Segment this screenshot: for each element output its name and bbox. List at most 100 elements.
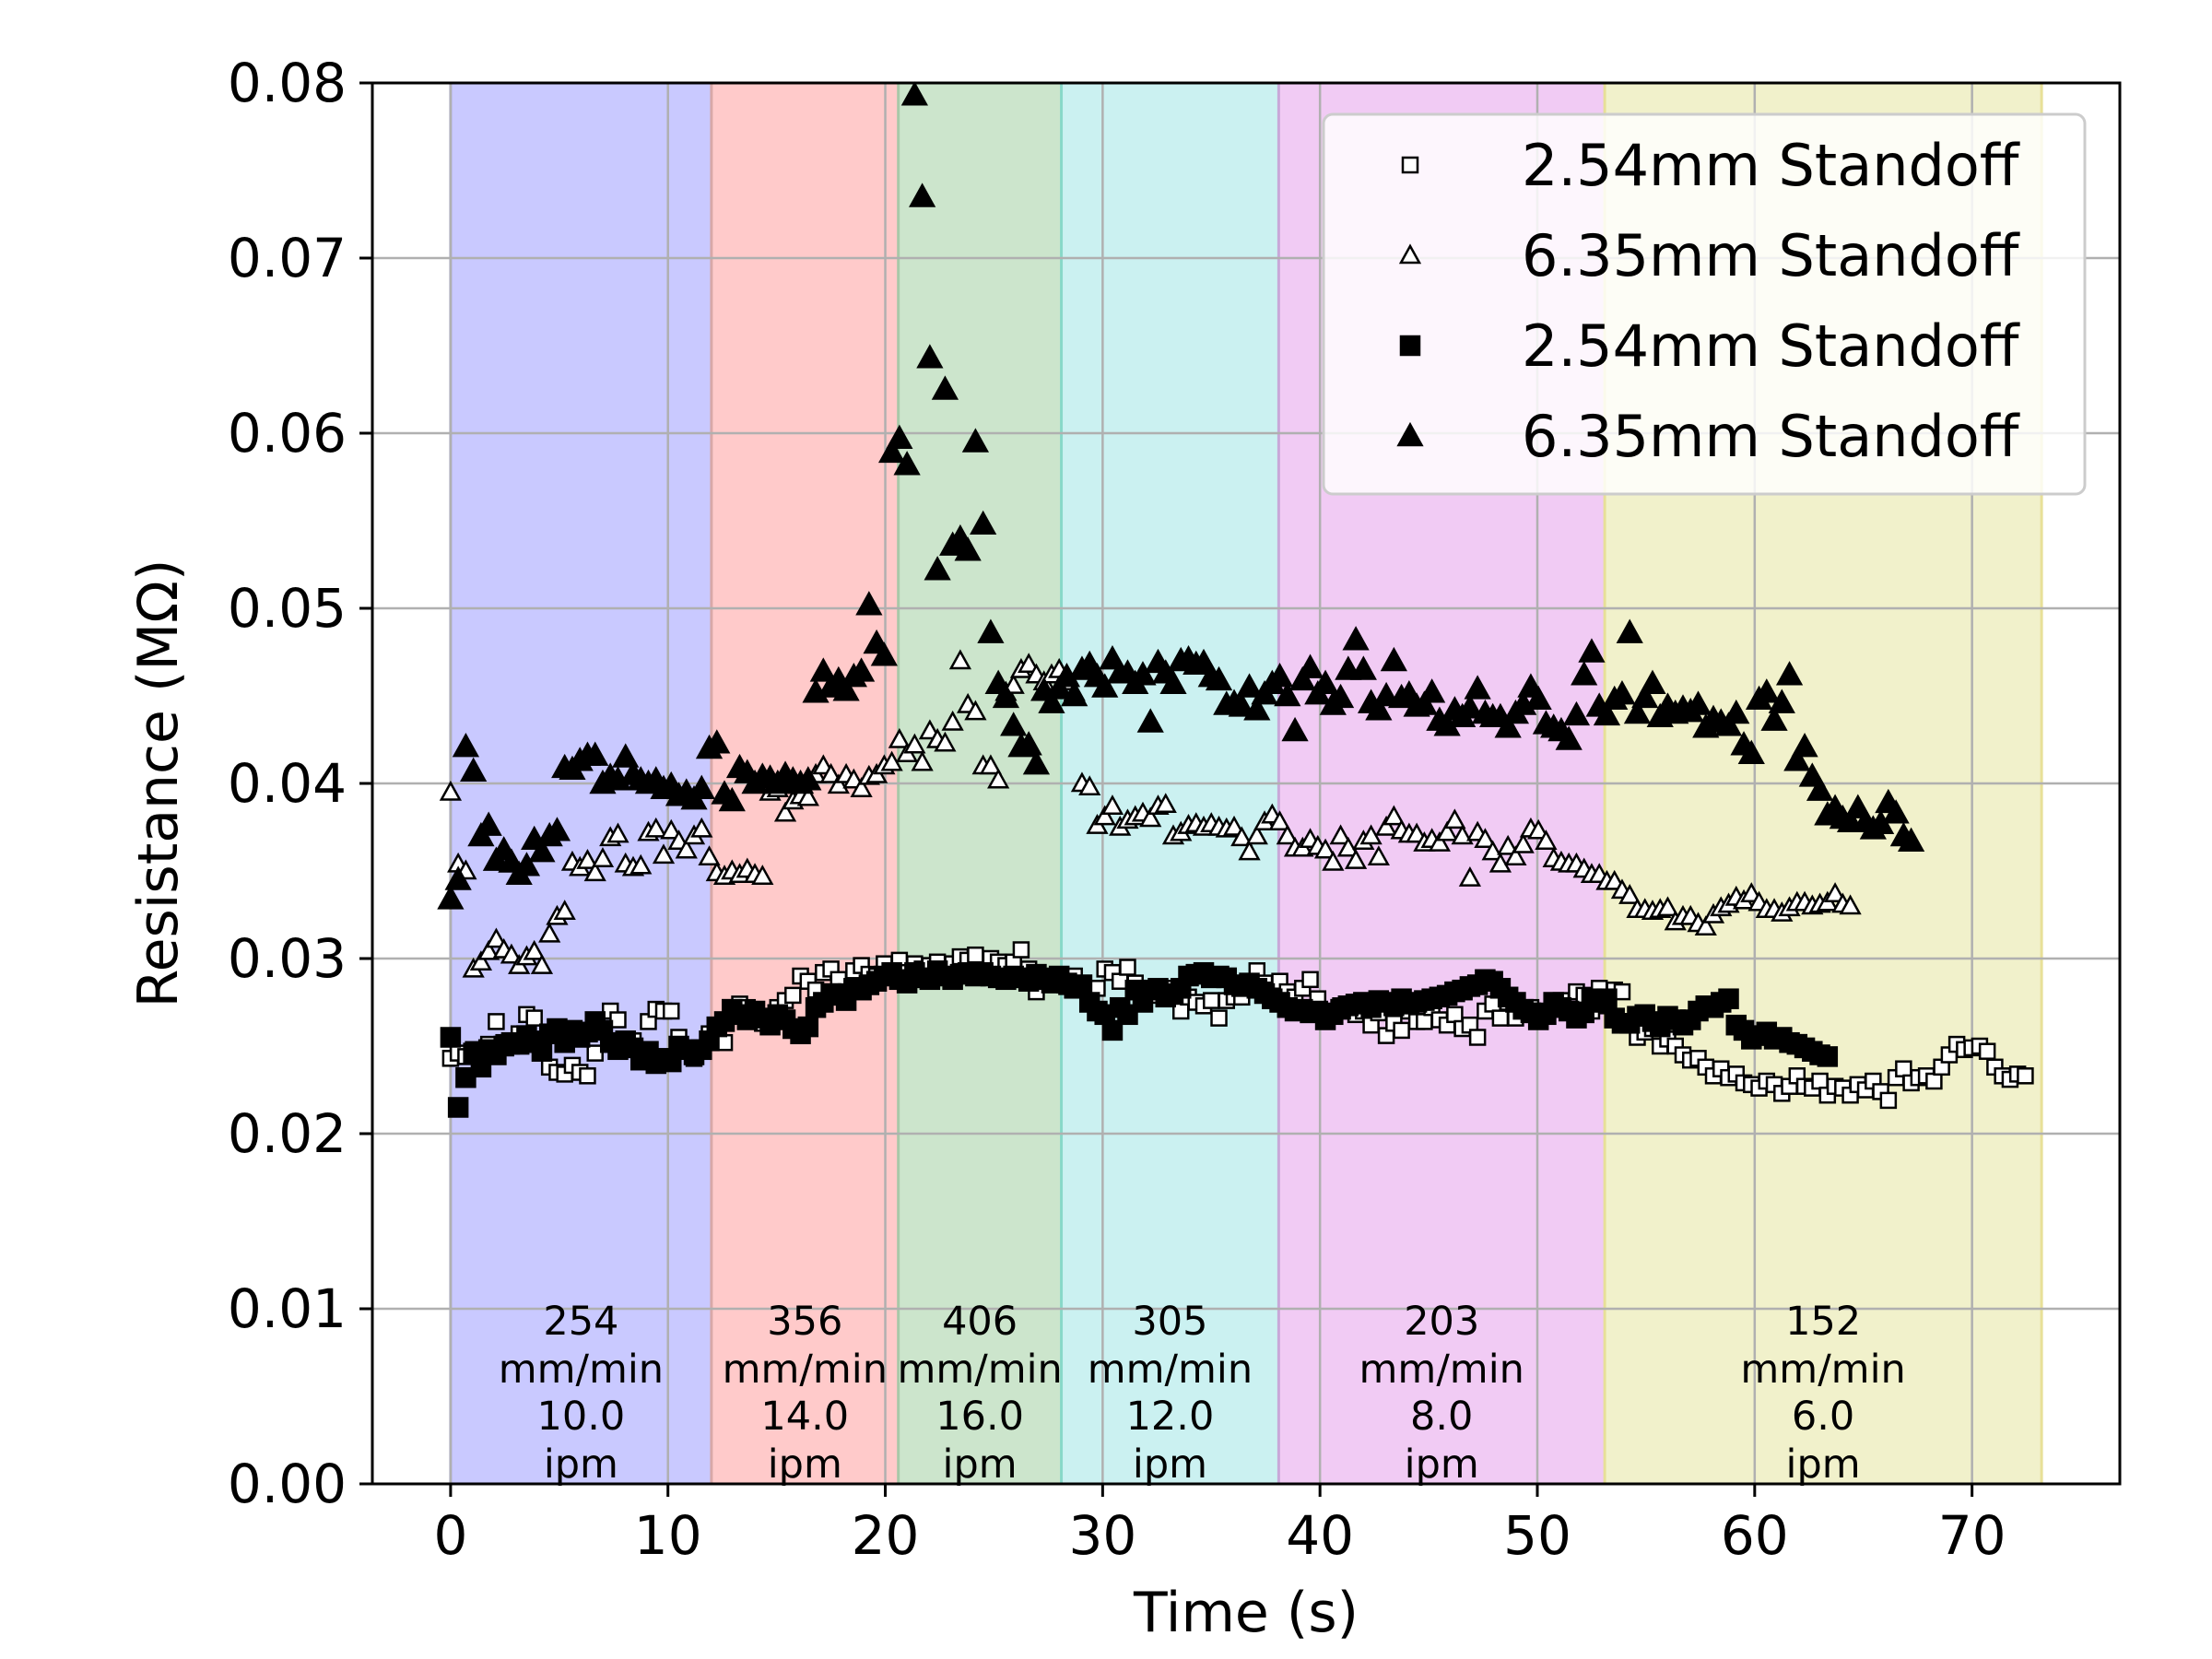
point-s2-152 [1596,988,1618,1009]
point-s3-19 [582,741,609,766]
point-s3-168 [1714,712,1743,736]
point-s3-57 [870,641,898,666]
point-s1-110 [1276,824,1299,845]
y-tick-label: 0.05 [228,577,347,640]
legend-label-1: 6.35mm Standoff [1522,222,2020,289]
point-s3-86 [1091,673,1119,698]
point-s3-77 [1022,750,1051,775]
point-s1-94 [1154,793,1177,814]
point-s0-207 [2017,1067,2034,1085]
point-s2-168 [1718,988,1739,1009]
point-s1-27 [644,817,667,838]
point-s0-19 [586,1044,604,1062]
point-s0-6 [488,1013,505,1030]
band-label-2-line-2: 16.0 [935,1394,1024,1440]
point-s0-135 [1468,1029,1487,1046]
point-s3-149 [1571,661,1598,686]
legend-marker-1 [1398,243,1422,265]
legend: 2.54mm Standoff 6.35mm Standoff 2.54mm Sta… [1322,112,2087,496]
point-s3-58 [877,438,906,464]
x-tick-label: 70 [1938,1504,2006,1567]
point-s3-0 [437,885,465,910]
point-s0-18 [579,1067,596,1085]
band-label-4-line-1: mm/min [1359,1347,1524,1393]
point-s3-174 [1760,706,1788,731]
point-s0-89 [1119,959,1136,976]
legend-label-3: 6.35mm Standoff [1522,403,2020,470]
point-s3-3 [460,757,488,782]
point-s3-113 [1296,653,1324,678]
point-s3-180 [1806,776,1834,801]
point-s3-35 [703,729,731,754]
data-points [437,81,2034,1118]
point-s2-12 [531,1041,553,1062]
legend-box [1322,112,2087,496]
point-s3-82 [1061,681,1088,707]
point-s3-176 [1775,661,1804,686]
point-s3-178 [1791,733,1818,758]
point-s3-111 [1281,716,1309,742]
point-s3-76 [1015,731,1042,756]
legend-label-2: 2.54mm Standoff [1522,312,2020,380]
point-s1-143 [1527,818,1550,840]
point-s0-113 [1301,971,1319,989]
band-label-3-line-3: ipm [1133,1441,1207,1488]
point-s1-106 [1245,824,1268,845]
point-s3-73 [992,683,1020,709]
point-s0-22 [609,1011,627,1029]
point-s3-2 [452,733,480,758]
point-s1-6 [485,927,508,948]
y-tick-label: 0.03 [228,927,347,990]
point-s0-202 [1978,1042,1996,1060]
legend-label-0: 2.54mm Standoff [1522,132,2020,199]
point-s1-184 [1839,894,1862,915]
point-s3-47 [794,766,822,791]
point-s3-68 [954,536,982,561]
point-s0-101 [1210,1009,1228,1027]
point-s1-65 [934,731,957,752]
point-s3-117 [1326,683,1355,709]
point-s1-15 [553,900,576,920]
point-s0-180 [1811,1072,1829,1090]
point-s3-80 [1045,675,1073,700]
point-s3-49 [809,657,837,682]
x-tick-label: 50 [1503,1504,1571,1567]
x-tick-label: 20 [852,1504,920,1567]
point-s1-118 [1336,836,1359,857]
band-label-4-line-3: ipm [1405,1441,1479,1488]
point-s1-105 [1238,840,1261,861]
point-s1-155 [1618,884,1641,904]
point-s1-130 [1428,831,1452,852]
point-s1-119 [1344,849,1368,869]
point-s1-71 [979,754,1003,775]
point-s3-101 [1205,665,1233,691]
point-s3-69 [961,428,990,453]
band-label-3-line-2: 12.0 [1126,1394,1215,1440]
point-s3-171 [1737,739,1765,764]
point-s1-59 [888,727,911,748]
band-label-0-line-2: 10.0 [537,1394,626,1440]
point-s1-86 [1093,805,1116,826]
point-s3-124 [1380,646,1407,672]
point-s1-5 [477,939,500,960]
point-s0-11 [525,1009,543,1027]
band-label-1-line-0: 356 [767,1299,842,1345]
y-axis-label: Resistance (MΩ) [126,559,191,1008]
point-s1-84 [1078,775,1101,796]
band-label-0-line-1: mm/min [499,1347,664,1393]
point-s1-44 [773,801,797,822]
point-s3-60 [893,451,921,476]
point-s2-87 [1101,1019,1124,1041]
x-tick-label: 60 [1721,1504,1789,1567]
point-s3-52 [832,677,860,701]
point-s3-120 [1349,655,1377,680]
point-s3-115 [1312,669,1339,694]
point-s3-106 [1243,696,1271,721]
point-s1-133 [1451,824,1474,845]
point-s3-134 [1456,694,1484,719]
point-s3-147 [1555,725,1583,750]
point-s0-125 [1393,1021,1410,1040]
band-label-3-line-0: 305 [1132,1299,1207,1345]
band-label-5-line-1: mm/min [1740,1347,1905,1393]
